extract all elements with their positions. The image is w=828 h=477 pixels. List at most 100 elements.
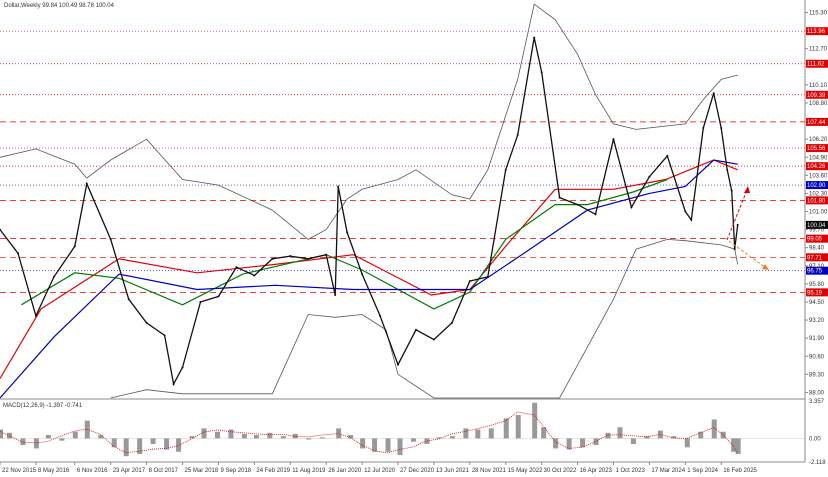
price-point <box>576 203 579 206</box>
price-point <box>16 252 19 255</box>
y-tick-label: 93.20 <box>809 318 825 324</box>
price-point <box>736 223 739 226</box>
macd-histogram-bar <box>280 436 286 439</box>
price-point <box>307 257 310 260</box>
y-tick-label: 94.50 <box>809 300 825 306</box>
macd-histogram-bar <box>580 438 586 448</box>
macd-histogram-bar <box>463 428 469 439</box>
price-point <box>690 218 693 221</box>
price-point <box>468 280 471 283</box>
x-tick-label: 8 Oct 2017 <box>149 468 179 474</box>
y-tick-label: 98.40 <box>809 246 825 252</box>
price-point <box>0 228 1 231</box>
macd-histogram-bar <box>566 438 572 450</box>
macd-histogram-bar <box>0 429 3 439</box>
price-point <box>630 206 633 209</box>
level-tag <box>806 90 828 99</box>
price-point <box>733 248 736 251</box>
price-point <box>533 36 536 39</box>
price-point <box>558 196 561 199</box>
price-point <box>666 154 669 157</box>
x-tick-label: 15 May 2022 <box>508 468 543 474</box>
price-point <box>217 295 220 298</box>
y-tick-label: 103.60 <box>809 173 828 179</box>
level-tag <box>806 59 828 68</box>
level-tag <box>806 288 828 297</box>
macd-histogram-bar <box>372 438 378 452</box>
price-point <box>504 168 507 171</box>
macd-histogram-bar <box>98 435 104 439</box>
macd-histogram-bar <box>241 433 247 439</box>
macd-histogram-bar <box>503 418 509 439</box>
macd-histogram-bar <box>253 435 259 439</box>
price-point <box>52 275 55 278</box>
price-point <box>516 133 519 136</box>
level-tag-label: 96.75 <box>807 269 823 275</box>
y-tick-label: 90.60 <box>809 354 825 360</box>
macd-histogram-bar <box>201 428 207 439</box>
x-tick-label: 16 Apr 2023 <box>580 468 613 474</box>
y-tick-label: 110.10 <box>809 83 828 89</box>
y-tick-label: 99.70 <box>809 228 825 234</box>
y-tick-label: 95.80 <box>809 282 825 288</box>
price-point <box>109 238 112 241</box>
level-tag <box>806 144 828 153</box>
macd-histogram-bar <box>410 438 416 442</box>
bollinger-lower-band <box>110 238 739 399</box>
bullish-arrow <box>726 189 748 241</box>
x-tick-label: 27 Dec 2020 <box>400 468 435 474</box>
x-tick-label: 8 May 2016 <box>38 468 70 474</box>
price-point <box>34 314 37 317</box>
x-tick-label: 28 Nov 2021 <box>472 468 507 474</box>
macd-histogram-bar <box>214 431 220 439</box>
y-tick-label: 89.30 <box>809 372 825 378</box>
level-tag-label: 107.44 <box>807 120 826 126</box>
macd-histogram-bar <box>189 436 195 439</box>
macd-pane: 3.357 0.00 -2.118 <box>0 399 826 466</box>
macd-histogram-bar <box>424 438 430 444</box>
macd-histogram-bar <box>711 419 717 439</box>
level-tag-label: 109.39 <box>807 93 826 99</box>
macd-histogram-bar <box>111 438 117 448</box>
level-tag <box>806 27 828 36</box>
level-tag-label: 101.80 <box>807 198 826 204</box>
macd-histogram-bar <box>267 432 273 439</box>
bollinger-upper-band <box>0 3 738 240</box>
y-tick-label: 88.00 <box>809 390 825 396</box>
price-axis[interactable]: 113.96 111.62 109.39 107.44 105.56 104.26 102.… <box>805 11 828 397</box>
macd-histogram-bar <box>436 437 442 439</box>
x-tick-label: 9 Sep 2018 <box>220 468 251 474</box>
time-axis[interactable]: 22 Nov 2015 8 May 2016 6 Nov 2016 23 Apr 20… <box>0 462 758 474</box>
price-point <box>289 255 292 258</box>
macd-signal-line <box>0 411 739 454</box>
price-point <box>361 273 364 276</box>
price-point <box>145 321 148 324</box>
level-tag <box>806 196 828 205</box>
level-tag <box>806 117 828 126</box>
x-tick-label: 17 Mar 2024 <box>651 468 685 474</box>
price-point <box>397 363 400 366</box>
macd-histogram-bar <box>123 438 129 457</box>
chart-title: Dollar,Weekly 99.84 100.49 98.78 100.04 <box>4 3 115 9</box>
x-tick-label: 6 Nov 2016 <box>77 468 108 474</box>
x-tick-label: 16 Feb 2025 <box>723 468 757 474</box>
macd-histogram-bar <box>644 436 650 439</box>
price-point <box>726 168 729 171</box>
level-tag-label: 104.26 <box>807 164 826 170</box>
macd-tick-label: 0.00 <box>809 436 821 442</box>
price-point <box>235 266 238 269</box>
macd-histogram-bar <box>348 435 354 439</box>
level-tag-label: 111.62 <box>807 62 825 68</box>
price-point <box>127 298 130 301</box>
y-tick-label: 102.30 <box>809 191 828 197</box>
price-point <box>337 185 340 188</box>
level-tag-label: 95.19 <box>807 290 823 296</box>
macd-histogram-bar <box>137 438 143 455</box>
macd-histogram-bar <box>541 427 547 439</box>
macd-histogram-bar <box>684 438 690 448</box>
price-point <box>379 314 382 317</box>
y-tick-label: 101.00 <box>809 210 828 216</box>
moving-average-line <box>0 159 738 379</box>
y-tick-label: 91.90 <box>809 336 825 342</box>
